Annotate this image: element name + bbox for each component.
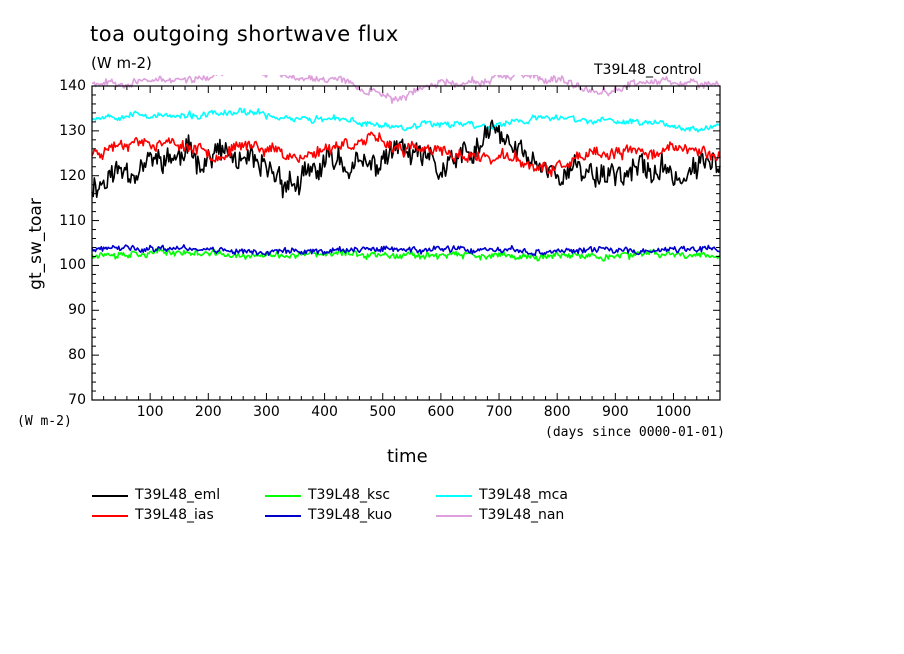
y-tick-label: 80 <box>68 347 86 364</box>
legend-swatch <box>265 495 301 497</box>
x-tick-label: 1000 <box>655 404 692 420</box>
legend-label: T39L48_kuo <box>308 507 393 523</box>
legend-swatch <box>92 495 128 497</box>
y-tick-label: 140 <box>59 78 86 94</box>
series-layer <box>91 75 721 262</box>
series-line-T39L48_kuo <box>91 244 721 257</box>
y-tick-label: 100 <box>59 257 86 274</box>
y-axis-label: gt_sw_toar <box>26 198 46 290</box>
x-axis-label: time <box>387 446 428 467</box>
y-tick-label: 120 <box>59 167 86 184</box>
y-tick-label: 70 <box>68 392 86 408</box>
x-tick-label: 600 <box>427 404 455 420</box>
legend-swatch <box>92 515 128 517</box>
x-tick-label: 100 <box>136 404 164 420</box>
y-axis-units: (W m-2) <box>17 414 72 429</box>
legend-swatch <box>436 495 472 497</box>
legend-label: T39L48_eml <box>135 487 221 503</box>
x-tick-label: 800 <box>543 404 571 420</box>
x-tick-label: 300 <box>253 404 280 420</box>
legend-label: T39L48_mca <box>479 487 568 503</box>
run-label: T39L48_control <box>594 62 702 78</box>
legend-label: T39L48_ksc <box>308 487 391 503</box>
plot-frame <box>91 85 721 401</box>
y-tick-label: 110 <box>59 212 86 229</box>
chart-title: toa outgoing shortwave flux <box>90 22 399 46</box>
x-tick-label: 700 <box>485 404 513 420</box>
chart-units: (W m-2) <box>91 54 152 72</box>
legend-swatch <box>265 515 301 517</box>
legend-label: T39L48_ias <box>135 507 214 523</box>
axis-layer <box>91 85 721 401</box>
series-line-T39L48_eml <box>91 119 721 199</box>
series-line-T39L48_mca <box>91 107 721 133</box>
x-tick-label: 900 <box>601 404 629 420</box>
x-tick-label: 500 <box>369 404 397 420</box>
y-tick-label: 130 <box>59 122 86 139</box>
y-tick-label: 90 <box>68 302 86 319</box>
x-axis-units: (days since 0000-01-01) <box>545 425 726 440</box>
legend-label: T39L48_nan <box>479 507 565 523</box>
legend-swatch <box>436 515 472 517</box>
series-line-T39L48_ias <box>91 131 721 178</box>
x-tick-label: 400 <box>311 404 338 420</box>
x-tick-label: 200 <box>194 404 222 420</box>
